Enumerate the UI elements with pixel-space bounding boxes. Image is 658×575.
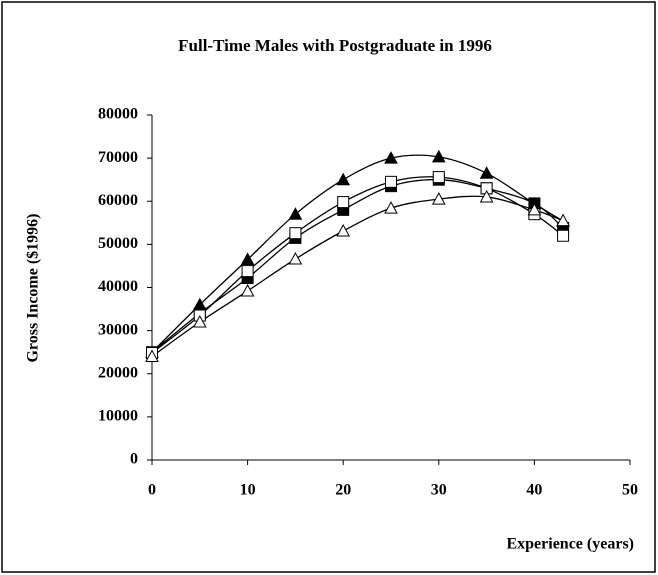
marker	[385, 175, 397, 188]
marker	[527, 202, 542, 216]
marker	[289, 227, 302, 240]
y-tick-label: 0	[130, 451, 138, 468]
marker	[240, 252, 255, 265]
x-tick-label: 20	[335, 482, 351, 499]
marker	[479, 166, 494, 179]
marker	[337, 196, 350, 209]
marker	[556, 213, 570, 227]
y-tick-label: 10000	[98, 408, 138, 425]
series-line	[151, 176, 564, 354]
marker	[384, 151, 398, 164]
y-axis-label: Gross Income ($1996)	[25, 213, 42, 362]
chart-title: Full-Time Males with Postgraduate in 199…	[178, 36, 492, 55]
y-tick-label: 40000	[98, 278, 138, 295]
marker	[384, 201, 398, 214]
marker	[145, 349, 159, 362]
marker	[431, 149, 446, 163]
y-tick-label: 70000	[98, 149, 138, 166]
series-line	[151, 195, 564, 358]
x-tick-label: 10	[240, 482, 256, 499]
marker	[240, 283, 255, 297]
marker	[336, 223, 351, 237]
series-line	[151, 154, 564, 353]
y-tick-label: 80000	[98, 106, 138, 123]
marker	[431, 192, 446, 205]
marker	[192, 314, 207, 328]
y-tick-label: 20000	[98, 364, 138, 381]
y-tick-label: 60000	[98, 192, 138, 209]
marker	[557, 229, 570, 242]
y-tick-label: 30000	[98, 321, 138, 338]
series-line	[151, 179, 564, 353]
x-tick-label: 30	[431, 482, 447, 499]
marker	[288, 207, 303, 220]
marker	[288, 251, 303, 265]
marker	[432, 171, 445, 184]
y-tick-label: 50000	[98, 235, 138, 252]
x-tick-label: 40	[526, 482, 542, 499]
x-axis-label: Experience (years)	[506, 536, 634, 553]
marker	[336, 172, 351, 186]
marker	[479, 189, 494, 203]
x-tick-label: 0	[148, 482, 156, 499]
x-tick-label: 50	[622, 482, 638, 499]
marker	[241, 265, 254, 278]
